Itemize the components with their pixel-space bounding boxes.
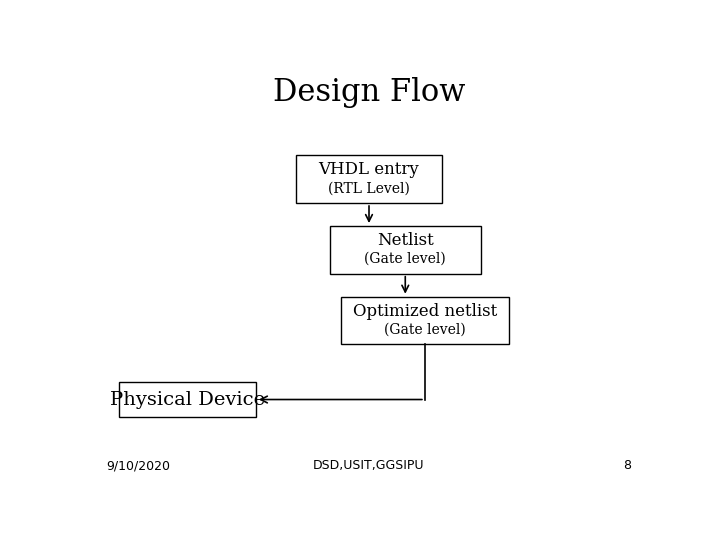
Text: (Gate level): (Gate level)	[384, 323, 466, 336]
Text: VHDL entry: VHDL entry	[319, 161, 419, 179]
Text: Design Flow: Design Flow	[273, 77, 465, 109]
FancyBboxPatch shape	[120, 382, 256, 417]
Text: DSD,USIT,GGSIPU: DSD,USIT,GGSIPU	[313, 460, 425, 472]
Text: 9/10/2020: 9/10/2020	[107, 460, 171, 472]
FancyBboxPatch shape	[341, 296, 508, 345]
FancyBboxPatch shape	[330, 226, 481, 274]
Text: (RTL Level): (RTL Level)	[328, 181, 410, 195]
Text: Physical Device: Physical Device	[110, 390, 265, 409]
Text: Netlist: Netlist	[377, 232, 433, 249]
Text: 8: 8	[624, 460, 631, 472]
Text: Optimized netlist: Optimized netlist	[353, 303, 497, 320]
Text: (Gate level): (Gate level)	[364, 252, 446, 266]
FancyBboxPatch shape	[297, 155, 441, 203]
